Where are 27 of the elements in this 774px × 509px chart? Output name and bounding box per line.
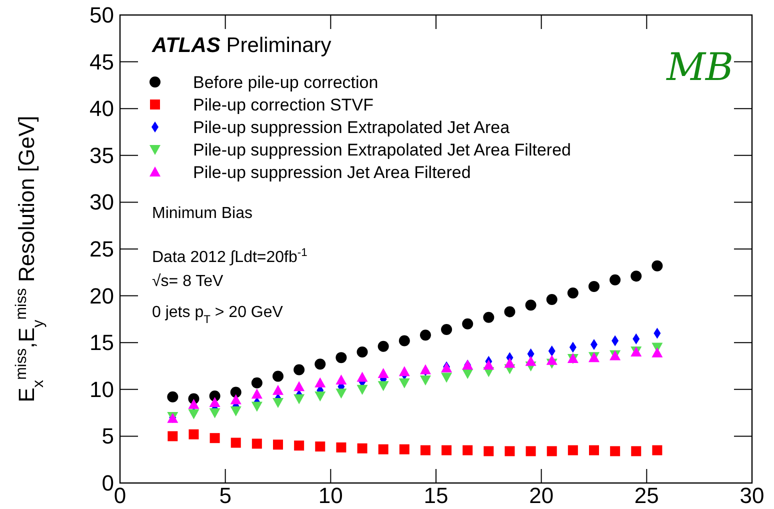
annotation: Minimum Bias bbox=[152, 205, 252, 222]
legend-label: Pile-up suppression Jet Area Filtered bbox=[193, 163, 471, 182]
y-tick-label: 45 bbox=[90, 49, 114, 74]
legend-label: Pile-up correction STVF bbox=[193, 96, 374, 114]
x-tick-label: 5 bbox=[219, 483, 232, 508]
annotation: 0 jets p$_{T}$ > 20 GeV bbox=[152, 304, 284, 326]
y-tick-label: 40 bbox=[90, 96, 114, 122]
annotation: √s= 8 TeV bbox=[152, 273, 224, 290]
x-tick-label: 10 bbox=[318, 483, 343, 508]
annotation: ATLAS Preliminary bbox=[151, 34, 332, 57]
y-tick-label: 10 bbox=[90, 376, 114, 402]
legend-label: Before pile-up correction bbox=[193, 73, 378, 92]
x-tick-label: 30 bbox=[740, 483, 764, 508]
y-tick-label: 20 bbox=[90, 283, 114, 308]
y-tick-label: 15 bbox=[90, 330, 114, 356]
annotation: Data 2012 ∫Ldt=20fb$^{-1}$ bbox=[152, 247, 308, 266]
y-tick-label: 25 bbox=[90, 236, 114, 262]
x-tick-label: 25 bbox=[634, 483, 659, 508]
y-tick-label: 5 bbox=[102, 424, 114, 449]
x-tick-label: 15 bbox=[424, 483, 448, 508]
annotation: MB bbox=[666, 45, 734, 89]
legend-label: Pile-up suppression Extrapolated Jet Area Filtered bbox=[193, 140, 571, 160]
y-tick-label: 50 bbox=[90, 2, 114, 28]
y-tick-label: 35 bbox=[90, 142, 114, 168]
x-tick-label: 20 bbox=[529, 483, 554, 508]
y-tick-label: 30 bbox=[90, 190, 114, 215]
legend-label: Pile-up suppression Extrapolated Jet Area bbox=[193, 118, 510, 137]
